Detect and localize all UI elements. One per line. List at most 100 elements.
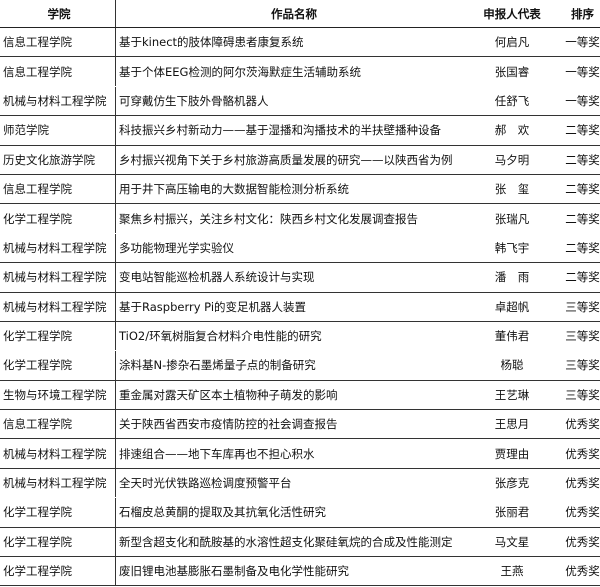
- cell-college: 化学工程学院: [3, 211, 72, 226]
- cell-rank: 优秀奖: [552, 497, 600, 528]
- cell-work-title: 基于个体EEG检测的阿尔茨海默症生活辅助系统: [115, 56, 469, 87]
- cell-college: 师范学院: [0, 115, 116, 146]
- cell-college: 机械与材料工程学院: [0, 86, 116, 117]
- table-row: 历史文化旅游学院 乡村振兴视角下关于乡村旅游高质量发展的研究——以陕西省为例 马夕明…: [0, 145, 600, 175]
- cell-rank: 一等奖: [552, 27, 600, 58]
- cell-college: 信息工程学院: [0, 409, 116, 440]
- cell-representative: 王燕: [469, 556, 552, 587]
- cell-representative: 韩飞宇: [469, 233, 552, 264]
- cell-work-title: 新型含超支化和酰胺基的水溶性超支化聚硅氧烷的合成及性能测定: [115, 527, 469, 558]
- cell-work-title: 全天时光伏铁路巡检调度预警平台: [115, 468, 469, 498]
- table-row: 化学工程学院 聚焦乡村振兴，关注乡村文化：陕西乡村文化发展调查报告 张瑞凡 二等奖: [0, 203, 600, 234]
- table-row: 生物与环境工程学院 重金属对露天矿区本土植物种子萌发的影响 王艺琳 三等奖: [0, 380, 600, 411]
- table-row: 信息工程学院 基于kinect的肢体障碍患者康复系统 何启凡 一等奖: [0, 27, 600, 58]
- cell-college: 化学工程学院: [0, 556, 116, 587]
- cell-college: 信息工程学院: [0, 27, 116, 58]
- table-row: 信息工程学院 关于陕西省西安市疫情防控的社会调查报告 王思月 优秀奖: [0, 409, 600, 440]
- cell-work-title: 关于陕西省西安市疫情防控的社会调查报告: [115, 409, 469, 440]
- cell-representative: 王思月: [469, 409, 552, 440]
- cell-college: 机械与材料工程学院: [0, 233, 116, 264]
- header-rank: 排序: [552, 0, 600, 28]
- header-representative: 申报人代表: [469, 0, 552, 28]
- cell-rank: 二等奖: [552, 233, 600, 264]
- cell-rank: 二等奖: [565, 211, 600, 226]
- cell-college: 历史文化旅游学院: [0, 145, 116, 175]
- cell-college: 化学工程学院: [0, 350, 116, 381]
- cell-college: 机械与材料工程学院: [0, 292, 116, 322]
- table-row: 机械与材料工程学院 可穿戴仿生下肢外骨骼机器人 任舒飞 一等奖: [0, 86, 600, 117]
- cell-college: 化学工程学院: [3, 329, 72, 344]
- cell-college: 信息工程学院: [3, 64, 72, 79]
- cell-rank: 三等奖: [552, 380, 600, 411]
- cell-work-title: 科技振兴乡村新动力——基于湿播和沟播技术的半扶壁播种设备: [115, 115, 469, 146]
- cell-work-title: 石榴皮总黄酮的提取及其抗氧化活性研究: [115, 497, 469, 528]
- cell-rank: 一等奖: [552, 86, 600, 117]
- table-row: 机械与材料工程学院 全天时光伏铁路巡检调度预警平台 张彦克 优秀奖: [0, 468, 600, 498]
- table-row: 化学工程学院 废旧锂电池基膨胀石墨制备及电化学性能研究 王燕 优秀奖: [0, 556, 600, 587]
- cell-college: 生物与环境工程学院: [0, 380, 116, 411]
- cell-representative: 郝 欢: [469, 115, 552, 146]
- table-body: 信息工程学院 基于kinect的肢体障碍患者康复系统 何启凡 一等奖 信息工程学院 基于个…: [0, 27, 600, 587]
- cell-rank: 二等奖: [552, 262, 600, 293]
- cell-representative: 张丽君: [469, 497, 552, 528]
- cell-work-title: 乡村振兴视角下关于乡村旅游高质量发展的研究——以陕西省为例: [115, 145, 469, 175]
- cell-work-title: 基于kinect的肢体障碍患者康复系统: [115, 27, 469, 58]
- cell-college: 机械与材料工程学院: [3, 476, 107, 491]
- cell-work-title: 变电站智能巡检机器人系统设计与实现: [115, 262, 469, 293]
- table-row: 机械与材料工程学院 变电站智能巡检机器人系统设计与实现潘 雨二等奖: [0, 262, 600, 293]
- cell-rank: 优秀奖: [552, 527, 600, 558]
- cell-work-title: 可穿戴仿生下肢外骨骼机器人: [115, 86, 469, 117]
- cell-work-title: 用于井下高压输电的大数据智能检测分析系统: [115, 174, 469, 205]
- cell-rank: 二等奖: [552, 174, 600, 205]
- cell-representative: 马夕明: [469, 145, 552, 175]
- cell-rank: 二等奖: [552, 145, 600, 175]
- cell-rank: 优秀奖: [552, 556, 600, 587]
- table-row: 机械与材料工程学院 多功能物理光学实验仪 韩飞宇 二等奖: [0, 233, 600, 264]
- cell-representative: 卓超帆: [469, 292, 552, 322]
- cell-college: 化学工程学院: [0, 527, 116, 558]
- table-row: 化学工程学院 涂料基N-掺杂石墨烯量子点的制备研究 杨聪 三等奖: [0, 350, 600, 381]
- table-row: 信息工程学院 基于个体EEG检测的阿尔茨海默症生活辅助系统 张国睿 一等奖: [0, 56, 600, 87]
- cell-rank: 三等奖: [552, 350, 600, 381]
- cell-college: 机械与材料工程学院: [0, 262, 116, 293]
- cell-representative: 马文星: [469, 527, 552, 558]
- cell-rank: 一等奖: [565, 64, 600, 79]
- table-row: 化学工程学院 TiO2/环氧树脂复合材料介电性能的研究 董伟君 三等奖: [0, 321, 600, 351]
- table-row: 化学工程学院 新型含超支化和酰胺基的水溶性超支化聚硅氧烷的合成及性能测定 马文星 优秀…: [0, 527, 600, 558]
- cell-rank: 优秀奖: [565, 476, 600, 491]
- table-row: 机械与材料工程学院 排速组合——地下车库再也不担心积水 贾理由 优秀奖: [0, 438, 600, 469]
- cell-work-title: 废旧锂电池基膨胀石墨制备及电化学性能研究: [115, 556, 469, 587]
- cell-work-title: 重金属对露天矿区本土植物种子萌发的影响: [115, 380, 469, 411]
- cell-representative: 王艺琳: [469, 380, 552, 411]
- cell-rank: 二等奖: [552, 115, 600, 146]
- cell-representative: 贾理由: [469, 438, 552, 469]
- cell-college: 化学工程学院: [0, 497, 116, 528]
- cell-representative: 张 玺: [469, 174, 552, 205]
- cell-rank: 优秀奖: [552, 438, 600, 469]
- cell-representative: 任舒飞: [469, 86, 552, 117]
- table-row: 机械与材料工程学院 基于Raspberry Pi的变足机器人装置 卓超帆 三等奖: [0, 292, 600, 322]
- cell-representative: 潘 雨: [469, 262, 552, 293]
- cell-work-title: 涂料基N-掺杂石墨烯量子点的制备研究: [115, 350, 469, 381]
- header-work-title: 作品名称: [115, 0, 469, 28]
- table-row: 信息工程学院 用于井下高压输电的大数据智能检测分析系统张 玺二等奖: [0, 174, 600, 205]
- cell-college: 机械与材料工程学院: [0, 438, 116, 469]
- cell-work-title: TiO2/环氧树脂复合材料介电性能的研究: [115, 321, 469, 351]
- cell-representative: 张彦克: [494, 476, 530, 491]
- table-row: 化学工程学院 石榴皮总黄酮的提取及其抗氧化活性研究 张丽君 优秀奖: [0, 497, 600, 528]
- table-row: 师范学院 科技振兴乡村新动力——基于湿播和沟播技术的半扶壁播种设备郝 欢二等奖: [0, 115, 600, 146]
- cell-representative: 张国睿: [494, 64, 530, 79]
- cell-representative: 张瑞凡: [494, 211, 530, 226]
- cell-representative: 董伟君: [494, 329, 530, 344]
- cell-work-title: 聚焦乡村振兴，关注乡村文化：陕西乡村文化发展调查报告: [115, 203, 469, 234]
- cell-rank: 三等奖: [552, 292, 600, 322]
- cell-work-title: 排速组合——地下车库再也不担心积水: [115, 438, 469, 469]
- cell-representative: 杨聪: [469, 350, 552, 381]
- cell-rank: 三等奖: [565, 329, 600, 344]
- cell-rank: 优秀奖: [552, 409, 600, 440]
- header-college: 学院: [0, 0, 116, 28]
- cell-work-title: 基于Raspberry Pi的变足机器人装置: [115, 292, 469, 322]
- cell-work-title: 多功能物理光学实验仪: [115, 233, 469, 264]
- cell-college: 信息工程学院: [0, 174, 116, 205]
